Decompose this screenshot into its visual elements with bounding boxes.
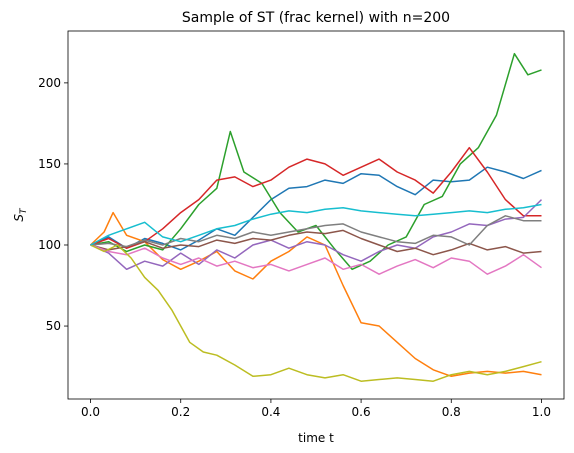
x-axis-label: time t bbox=[298, 431, 334, 445]
x-tick-label: 0.8 bbox=[442, 405, 461, 419]
axes-layer bbox=[67, 30, 565, 400]
y-tick-label: 150 bbox=[38, 157, 61, 171]
series-line-7 bbox=[90, 244, 542, 275]
y-tick-label: 50 bbox=[46, 319, 61, 333]
series-line-10 bbox=[90, 203, 542, 246]
y-axis-label-subscript: T bbox=[19, 207, 29, 214]
x-tick-label: 0.6 bbox=[352, 405, 371, 419]
series-line-2 bbox=[89, 211, 542, 378]
series-line-6 bbox=[90, 229, 542, 256]
x-tick-label: 0.2 bbox=[171, 405, 190, 419]
y-tick-label: 200 bbox=[38, 76, 61, 90]
series-line-1 bbox=[90, 166, 542, 251]
series-line-8 bbox=[90, 215, 542, 248]
y-tick-label: 100 bbox=[38, 238, 61, 252]
plot-frame bbox=[67, 30, 565, 400]
series-line-9 bbox=[90, 244, 542, 382]
chart-title: Sample of ST (frac kernel) with n=200 bbox=[182, 10, 450, 26]
y-axis-label: ST bbox=[12, 207, 29, 222]
series-layer bbox=[89, 52, 543, 382]
y-axis-label-main: S bbox=[12, 214, 26, 222]
x-axis-ticks: 0.0 0.2 0.4 0.6 0.8 1.0 bbox=[81, 399, 551, 419]
y-axis-ticks: 50 100 150 200 bbox=[38, 76, 68, 333]
series-line-4 bbox=[90, 146, 542, 249]
x-tick-label: 1.0 bbox=[532, 405, 551, 419]
x-tick-label: 0.0 bbox=[81, 405, 100, 419]
series-line-5 bbox=[90, 199, 543, 271]
x-tick-label: 0.4 bbox=[261, 405, 280, 419]
